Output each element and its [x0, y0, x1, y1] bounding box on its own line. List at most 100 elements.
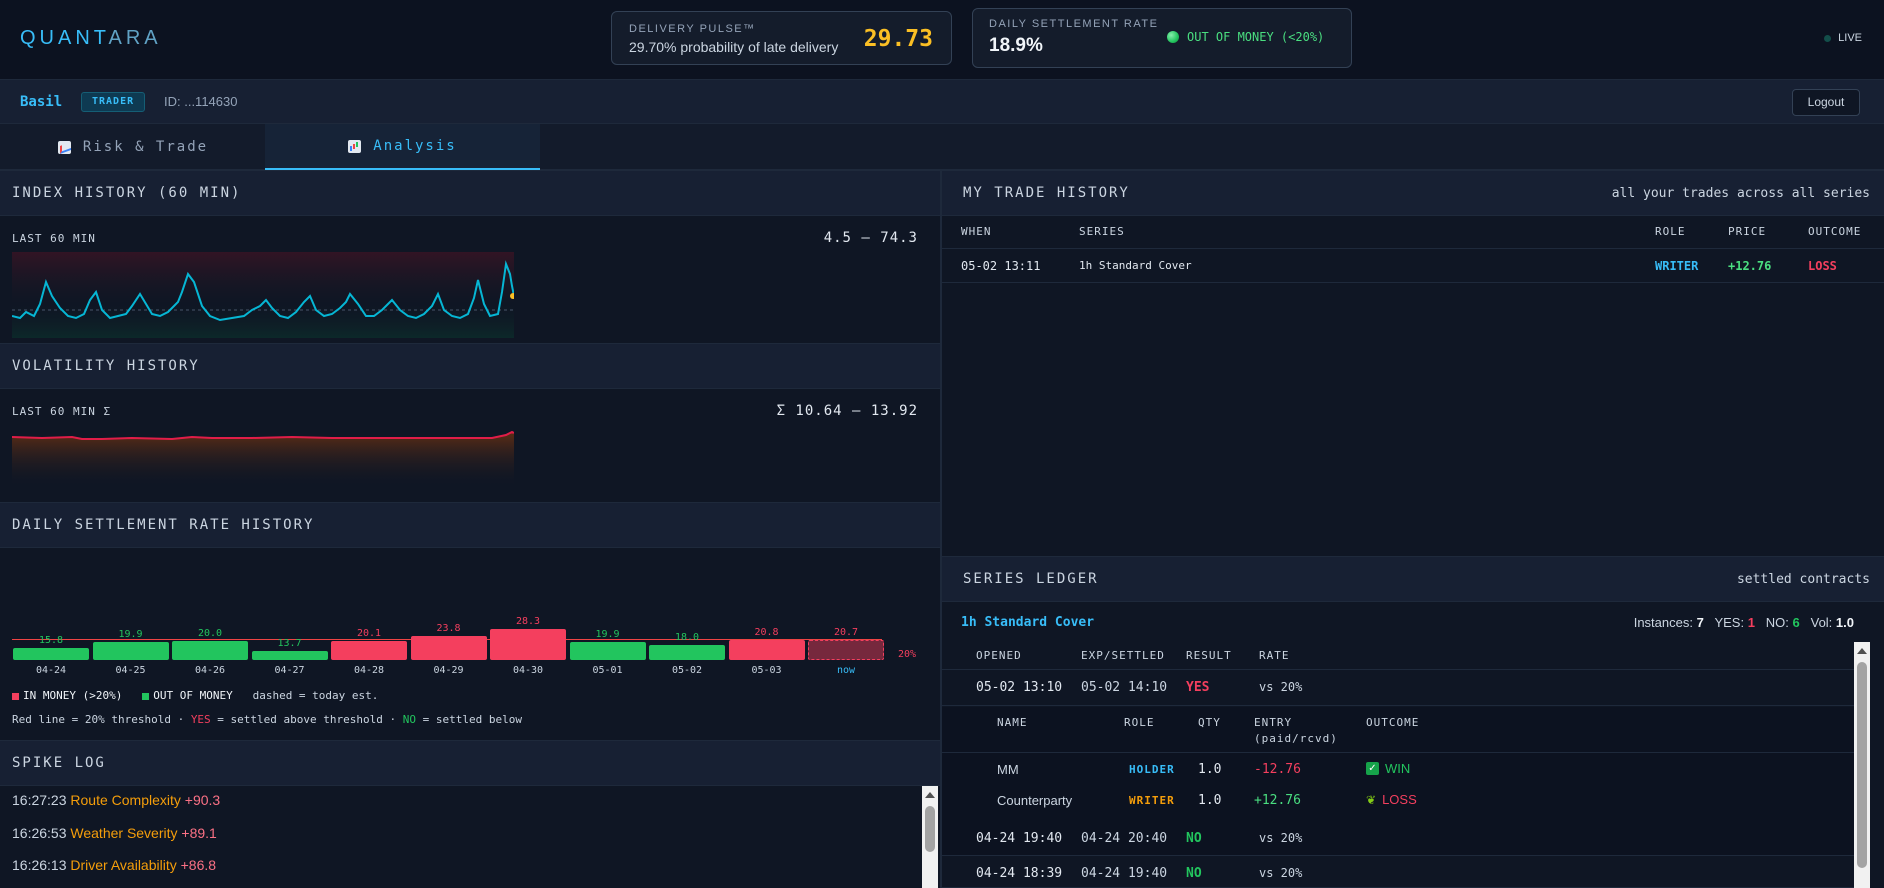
instances-value: 7 — [1696, 615, 1704, 630]
index-line — [12, 260, 514, 322]
index-window-label: LAST 60 MIN — [12, 232, 96, 245]
user-id: ID: ...114630 — [164, 94, 238, 109]
series-ledger-panel: 1h Standard Cover Instances: 7 YES: 1 NO… — [942, 602, 1884, 888]
threshold-label: 20% — [898, 649, 917, 660]
spike-time: 16:26:13 — [12, 857, 67, 873]
logout-button[interactable]: Logout — [1792, 89, 1860, 116]
logo-right: ARA — [108, 27, 162, 49]
col-entry-sub: (paid/rcvd) — [1254, 732, 1338, 745]
table-row[interactable]: 05-02 13:11 1h Standard Cover WRITER +12… — [942, 249, 1884, 283]
volatility-title: VOLATILITY HISTORY — [12, 358, 200, 374]
settlement-bar-date: 04-29 — [433, 665, 464, 676]
series-ledger-title: SERIES LEDGER — [963, 571, 1099, 587]
position-name: MM — [997, 762, 1019, 777]
ledger-scroll-thumb[interactable] — [1857, 662, 1867, 868]
ledger-row[interactable]: 05-02 13:10 05-02 14:10 YES vs 20% — [942, 670, 1862, 706]
col-role: ROLE — [1655, 225, 1686, 238]
volatility-header: VOLATILITY HISTORY — [0, 343, 940, 389]
ledger-row[interactable]: 04-24 18:39 04-24 19:40 NO vs 20% — [942, 856, 1862, 888]
spike-delta: +86.8 — [180, 857, 217, 873]
settlement-status: OUT OF MONEY (<20%) — [1167, 30, 1324, 44]
position-qty: 1.0 — [1198, 762, 1222, 777]
settlement-bar — [649, 644, 725, 660]
note-no: NO — [402, 713, 416, 726]
settlement-rate-card: DAILY SETTLEMENT RATE 18.9% OUT OF MONEY… — [972, 8, 1352, 68]
settlement-bar — [172, 641, 248, 660]
index-history-title: INDEX HISTORY (60 MIN) — [12, 185, 242, 201]
broken-leaf-icon: ❦ — [1366, 792, 1377, 807]
col-exp-settled: EXP/SETTLED — [1081, 649, 1165, 662]
volatility-area — [12, 432, 514, 485]
tab-risk-trade-label: Risk & Trade — [82, 139, 209, 155]
note-yes: YES — [190, 713, 211, 726]
legend-out-of-money: OUT OF MONEY — [153, 689, 233, 702]
position-outcome: ❦ LOSS — [1366, 792, 1417, 807]
user-role-badge: TRADER — [81, 92, 146, 112]
app-logo: QUANTARA — [20, 27, 162, 50]
spike-log-scroll-thumb[interactable] — [925, 806, 935, 852]
ledger-result: NO — [1186, 866, 1202, 881]
position-outcome: ✓ WIN — [1366, 761, 1410, 776]
tab-bar: Risk & Trade Analysis — [0, 124, 1884, 170]
tab-analysis-label: Analysis — [373, 138, 457, 154]
bar-chart-icon — [348, 139, 362, 153]
spike-metric: Driver Availability — [70, 857, 177, 873]
status-dot-icon — [1167, 31, 1179, 43]
settlement-bar-value: 20.1 — [356, 628, 382, 640]
ledger-row[interactable]: 04-24 19:40 04-24 20:40 NO vs 20% — [942, 822, 1862, 856]
settlement-bar — [251, 651, 328, 660]
spike-delta: +89.1 — [181, 825, 217, 841]
series-name[interactable]: 1h Standard Cover — [961, 615, 1095, 630]
position-name: Counterparty — [997, 793, 1073, 808]
spike-row: 16:26:13 Driver Availability +86.8 — [12, 857, 216, 873]
tab-analysis[interactable]: Analysis — [265, 124, 540, 170]
settlement-rate-value: 18.9% — [989, 35, 1043, 56]
position-row: MM HOLDER 1.0 -12.76 ✓ WIN — [942, 753, 1862, 785]
ledger-opened: 05-02 13:10 — [976, 680, 1063, 695]
spike-row: 16:26:53 Weather Severity +89.1 — [12, 825, 217, 841]
settlement-bar-date: 05-01 — [592, 665, 623, 676]
tab-risk-trade[interactable]: Risk & Trade — [0, 124, 266, 170]
trade-outcome: LOSS — [1808, 259, 1837, 273]
delivery-pulse-label: DELIVERY PULSE™ — [629, 23, 756, 35]
col-name: NAME — [997, 716, 1028, 729]
spike-log-scrollbar[interactable] — [922, 786, 938, 888]
col-outcome: OUTCOME — [1808, 225, 1862, 238]
ledger-settled: 04-24 20:40 — [1081, 831, 1168, 846]
position-table: NAME ROLE QTY ENTRY (paid/rcvd) OUTCOME … — [942, 707, 1862, 822]
position-role: HOLDER — [1129, 763, 1175, 776]
ledger-opened: 04-24 18:39 — [976, 866, 1063, 881]
index-sparkline — [12, 252, 514, 338]
settlement-bar-date: 04-24 — [35, 665, 67, 676]
ledger-result: YES — [1186, 680, 1210, 695]
yes-value: 1 — [1747, 615, 1755, 630]
col-result: RESULT — [1186, 649, 1232, 662]
top-bar: QUANTARA DELIVERY PULSE™ 29.70% probabil… — [0, 0, 1884, 80]
trade-price: +12.76 — [1728, 259, 1772, 273]
volatility-range: Σ 10.64 – 13.92 — [776, 403, 918, 419]
volatility-window-label: LAST 60 MIN Σ — [12, 405, 112, 418]
spike-metric: Weather Severity — [70, 825, 178, 841]
col-pos-outcome: OUTCOME — [1366, 716, 1420, 729]
settlement-bar-value: 15.8 — [38, 634, 64, 646]
delivery-pulse-value: 29.73 — [863, 26, 933, 52]
settlement-note: Red line = 20% threshold · YES = settled… — [12, 713, 522, 726]
delivery-pulse-subtext: 29.70% probability of late delivery — [629, 39, 839, 55]
ledger-result: NO — [1186, 831, 1202, 846]
position-header-divider — [942, 752, 1862, 753]
settlement-history-header: DAILY SETTLEMENT RATE HISTORY — [0, 502, 940, 548]
index-history-panel: LAST 60 MIN 4.5 – 74.3 — [0, 216, 940, 343]
settlement-bar-date: 04-26 — [194, 665, 226, 676]
series-ledger-header: SERIES LEDGER settled contracts — [942, 556, 1884, 602]
position-entry: -12.76 — [1254, 762, 1301, 777]
scroll-up-icon[interactable] — [925, 792, 935, 798]
spike-log-title: SPIKE LOG — [12, 755, 106, 771]
ledger-scrollbar[interactable] — [1854, 642, 1870, 888]
vol-value: 1.0 — [1835, 615, 1854, 630]
settlement-bar-chart: 20% 15.8 04-24 19.9 04-25 20.0 04-26 13.7 04-27… — [0, 548, 940, 680]
settlement-bar — [410, 635, 487, 660]
settlement-status-text: OUT OF MONEY (<20%) — [1187, 30, 1325, 44]
scroll-up-icon[interactable] — [1857, 648, 1867, 654]
yes-label: YES: — [1714, 615, 1745, 630]
instances-label: Instances: — [1633, 615, 1693, 630]
